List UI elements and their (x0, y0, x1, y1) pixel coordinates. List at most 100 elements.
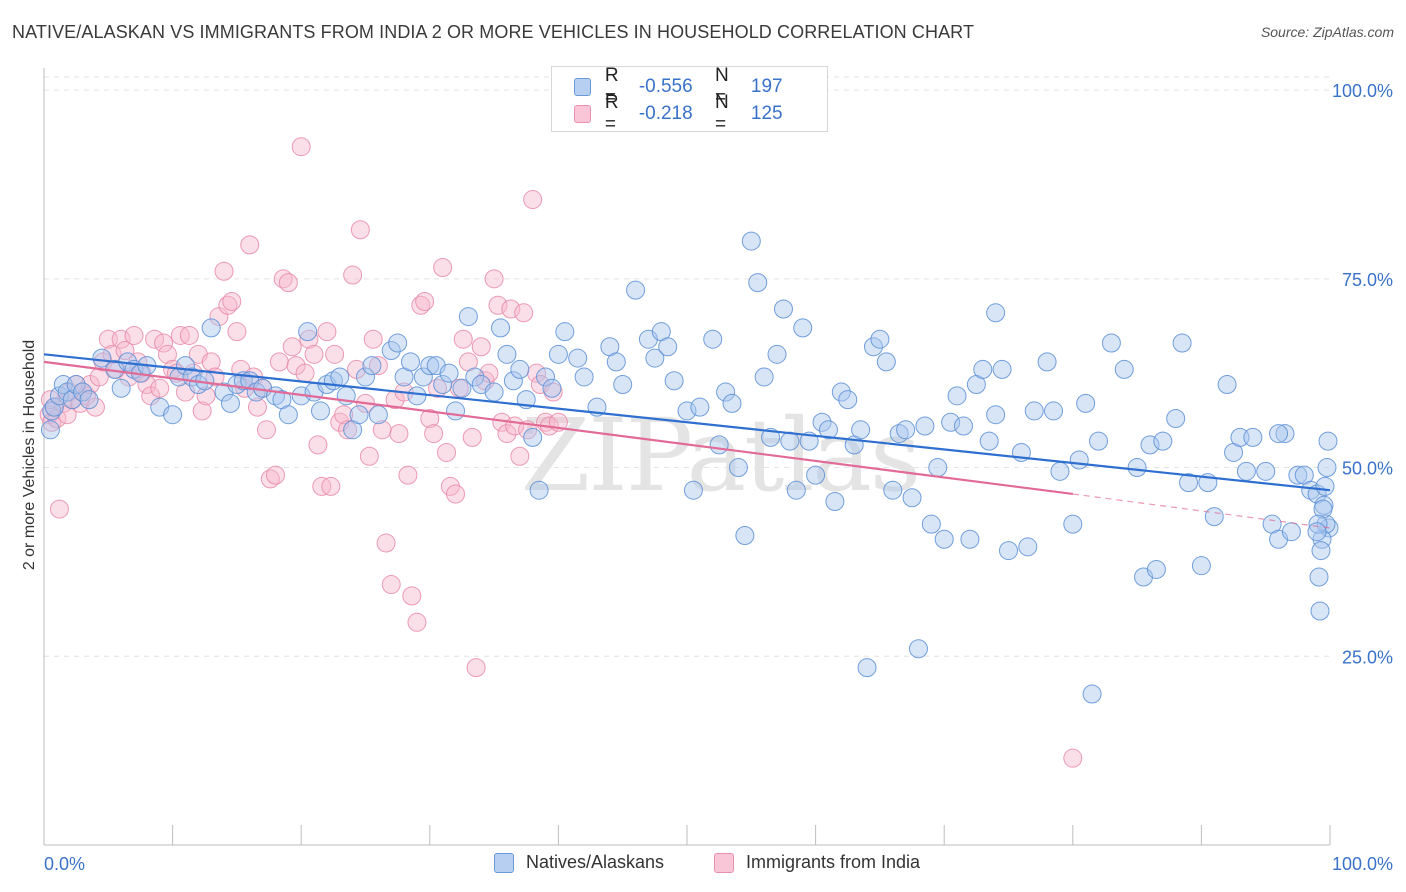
natives-point (1217, 375, 1237, 395)
legend-r-label: R = (604, 92, 619, 135)
natives-point (1063, 514, 1083, 534)
natives-point (413, 367, 433, 387)
trend-layer (43, 353, 1331, 529)
natives-point (915, 416, 935, 436)
india-point (256, 420, 276, 440)
india-point (304, 344, 324, 364)
natives-point (356, 367, 375, 387)
india-point (350, 220, 370, 240)
legend-r-label: R = (604, 65, 619, 108)
natives-point (1317, 458, 1337, 478)
india-point (523, 190, 543, 210)
india-point (424, 424, 444, 444)
natives-point (1191, 556, 1211, 576)
natives-point (1101, 333, 1121, 353)
natives-point (349, 405, 369, 425)
axis-layer (43, 68, 1331, 846)
natives-point (220, 393, 240, 413)
y-tick-label: 75.0% (1342, 270, 1393, 290)
natives-point (1204, 507, 1224, 527)
natives-point (1166, 408, 1186, 428)
natives-point (941, 412, 961, 432)
natives-point (606, 352, 626, 372)
natives-point (683, 480, 703, 500)
india-point (466, 658, 486, 678)
natives-point (960, 529, 980, 549)
natives-point (902, 488, 922, 508)
india-point (321, 476, 341, 496)
natives-point (1076, 393, 1096, 413)
natives-point (1243, 427, 1263, 447)
natives-point (465, 367, 485, 387)
natives-point (979, 431, 999, 451)
natives-point (407, 386, 427, 406)
india-point (398, 465, 418, 485)
india-point (317, 322, 337, 342)
india-point (42, 412, 62, 432)
india-point (514, 303, 534, 323)
natives-point (73, 382, 93, 402)
natives-point (1140, 435, 1160, 455)
natives-point (555, 322, 575, 342)
natives-point (298, 322, 318, 342)
india-point (433, 258, 453, 277)
india-point (484, 269, 504, 289)
natives-point (741, 231, 761, 251)
natives-point (889, 424, 909, 444)
natives-point (626, 280, 646, 300)
natives-point (1307, 522, 1327, 542)
india-point (179, 325, 199, 345)
india-point (295, 363, 315, 383)
legend-r-value: -0.556 (638, 76, 693, 97)
source-label: Source: ZipAtlas.com (1260, 24, 1394, 40)
natives-point (111, 378, 131, 398)
natives-point (92, 348, 112, 368)
natives-point (40, 420, 60, 440)
natives-point (1024, 401, 1044, 421)
india-point (415, 291, 435, 311)
natives-point (484, 382, 504, 402)
india-point (402, 586, 422, 606)
natives-point (1153, 431, 1173, 451)
natives-point (709, 435, 729, 455)
natives-point (973, 359, 993, 379)
natives-point (1313, 499, 1333, 519)
natives-trend-line (43, 353, 1331, 492)
natives-point (1179, 473, 1199, 493)
natives-point (986, 405, 1006, 425)
india-point (446, 484, 466, 504)
natives-point (786, 480, 806, 500)
india-point (265, 465, 285, 485)
natives-point (613, 375, 633, 395)
bottom-legend: Natives/Alaskans Immigrants from India (0, 852, 1406, 878)
natives-point (851, 420, 871, 440)
india-point (479, 363, 499, 383)
natives-point (1069, 450, 1089, 470)
natives-point (458, 307, 478, 327)
natives-point (330, 367, 350, 387)
natives-point (793, 318, 813, 338)
india-point (359, 446, 379, 466)
natives-point (716, 382, 736, 402)
natives-point (401, 352, 421, 372)
natives-point (754, 367, 774, 387)
natives-point (1288, 465, 1308, 485)
natives-point (728, 458, 748, 478)
natives-point (568, 348, 588, 368)
bottom-legend-india: Immigrants from India (714, 852, 920, 873)
legend-n-value: 197 (750, 76, 783, 97)
india-point (1063, 748, 1083, 768)
natives-point (1127, 458, 1147, 478)
india-point (299, 329, 319, 349)
india-point (218, 295, 238, 315)
india-point (325, 344, 345, 364)
natives-point (870, 329, 890, 349)
legend-row-natives: R = -0.556 N = 197 (574, 65, 827, 108)
india-point (157, 344, 177, 364)
natives-point (876, 352, 896, 372)
natives-point (1018, 537, 1038, 557)
india-point (124, 325, 144, 345)
india-point (308, 435, 328, 455)
india-point (368, 356, 388, 376)
natives-point (986, 303, 1006, 323)
